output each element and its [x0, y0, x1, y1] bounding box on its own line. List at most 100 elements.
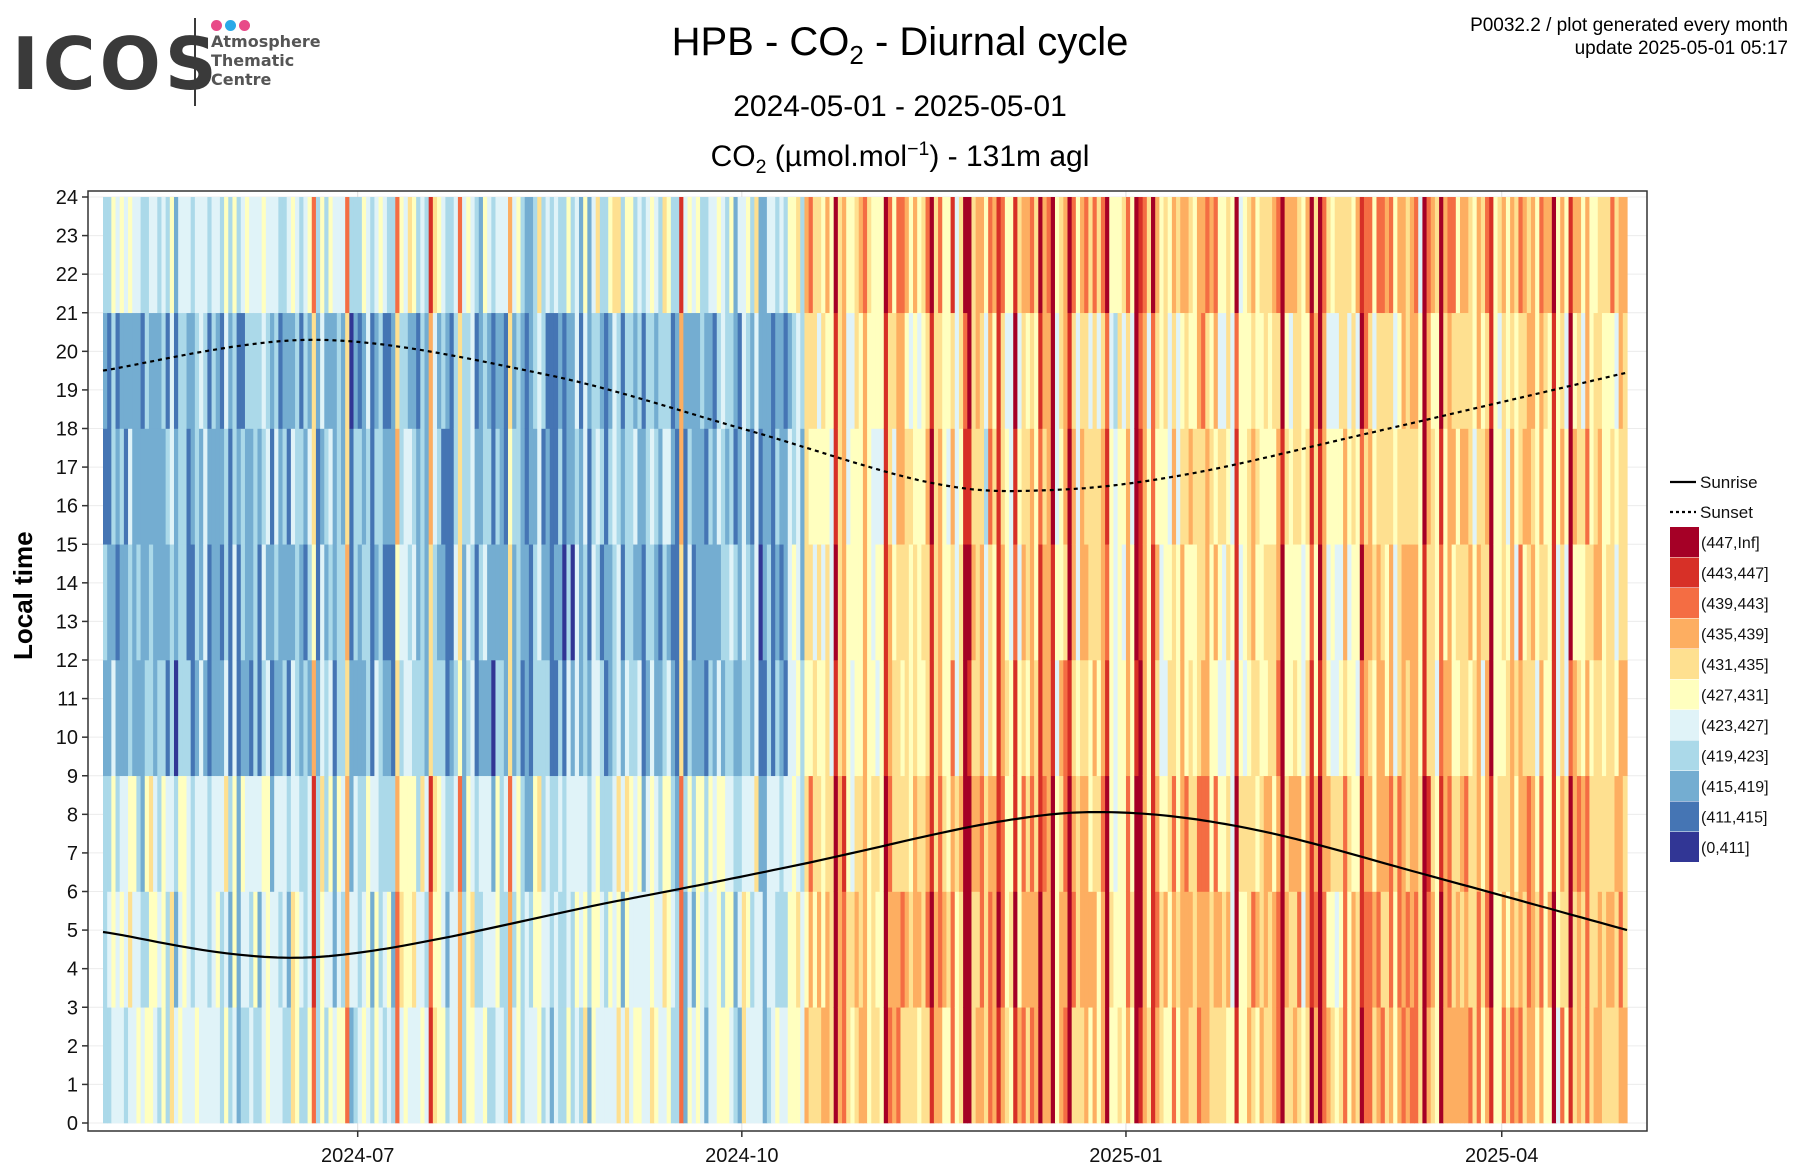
heat-cell: [290, 544, 296, 661]
heat-cell: [1151, 312, 1156, 429]
heat-cell: [1226, 891, 1231, 1008]
heat-cell: [662, 1007, 668, 1124]
heat-cell: [984, 544, 989, 661]
heat-cell: [1539, 660, 1545, 777]
heat-cell: [1593, 312, 1599, 429]
heat-cell: [186, 544, 192, 661]
heat-cell: [837, 544, 843, 661]
legend-label: (443,447]: [1701, 566, 1769, 583]
heat-cell: [700, 428, 705, 545]
heat-cell: [988, 197, 993, 314]
heat-cell: [1100, 544, 1106, 661]
heat-cell: [107, 544, 112, 661]
heat-cell: [1497, 891, 1503, 1008]
heat-cell: [604, 660, 609, 777]
heat-cell: [1451, 312, 1457, 429]
heat-cell: [240, 312, 246, 429]
heat-cell: [382, 775, 388, 892]
heat-cell: [286, 544, 292, 661]
heat-cell: [1046, 312, 1052, 429]
heat-cell: [1000, 775, 1006, 892]
heat-cell: [837, 891, 843, 1008]
heat-cell: [1363, 1007, 1369, 1124]
heat-cell: [583, 891, 588, 1008]
heat-cell: [1480, 660, 1486, 777]
heat-cell: [1560, 1007, 1565, 1124]
heat-cell: [1084, 197, 1089, 314]
heat-cell: [203, 197, 208, 314]
heat-cell: [286, 775, 292, 892]
heat-cell: [691, 775, 697, 892]
heat-cell: [1443, 1007, 1449, 1124]
heat-cell: [1142, 428, 1148, 545]
heat-cell: [620, 891, 626, 1008]
heat-cell: [633, 891, 639, 1008]
heat-cell: [324, 544, 330, 661]
heat-cell: [812, 544, 818, 661]
heat-cell: [1418, 428, 1424, 545]
heat-cell: [533, 660, 538, 777]
heat-cell: [979, 312, 985, 429]
heat-cell: [1426, 891, 1432, 1008]
heat-cell: [1556, 1007, 1561, 1124]
heat-cell: [1618, 197, 1624, 314]
heat-cell: [975, 428, 981, 545]
heat-cell: [842, 1007, 847, 1124]
heat-cell: [666, 197, 672, 314]
heat-cell: [1497, 660, 1503, 777]
heat-cell: [1297, 544, 1302, 661]
heat-cell: [883, 775, 889, 892]
heat-cell: [1309, 660, 1315, 777]
heat-cell: [700, 660, 705, 777]
heat-cell: [491, 660, 497, 777]
heat-cell: [311, 197, 317, 314]
heat-cell: [892, 1007, 897, 1124]
heat-cell: [896, 428, 902, 545]
heat-cell: [1322, 544, 1327, 661]
heat-cell: [1242, 775, 1248, 892]
heat-cell: [1176, 891, 1181, 1008]
heat-cell: [207, 660, 213, 777]
heat-cell: [791, 660, 797, 777]
heat-cell: [791, 197, 797, 314]
heat-cell: [470, 660, 476, 777]
heat-cell: [1581, 312, 1586, 429]
heat-cell: [528, 544, 534, 661]
heat-cell: [900, 544, 906, 661]
heat-cell: [754, 775, 760, 892]
heat-cell: [1267, 197, 1273, 314]
heat-cell: [675, 544, 680, 661]
heat-cell: [587, 660, 593, 777]
heat-cell: [800, 891, 806, 1008]
heat-cell: [921, 1007, 927, 1124]
heat-cell: [1054, 775, 1060, 892]
heat-cell: [1351, 1007, 1357, 1124]
heat-cell: [1451, 428, 1457, 545]
y-tick-label: 6: [67, 882, 78, 904]
heat-cell: [1551, 1007, 1557, 1124]
heat-cell: [766, 1007, 772, 1124]
heat-cell: [499, 312, 505, 429]
heat-cell: [1192, 660, 1198, 777]
heat-cell: [1105, 544, 1110, 661]
heat-cell: [144, 775, 150, 892]
heat-cell: [654, 428, 659, 545]
heat-cell: [1443, 775, 1449, 892]
heat-cell: [215, 428, 221, 545]
heat-cell: [1576, 775, 1582, 892]
heat-cell: [1514, 197, 1520, 314]
heat-cell: [1593, 544, 1599, 661]
heat-cell: [303, 312, 309, 429]
heat-cell: [186, 428, 192, 545]
heat-cell: [1117, 428, 1123, 545]
heat-cell: [382, 428, 388, 545]
heat-cell: [178, 312, 183, 429]
heat-cell: [1539, 1007, 1545, 1124]
heat-cell: [1614, 428, 1620, 545]
heat-cell: [1564, 312, 1570, 429]
heat-cell: [478, 1007, 484, 1124]
heat-cell: [111, 1007, 117, 1124]
heat-cell: [495, 1007, 501, 1124]
heat-cell: [984, 1007, 989, 1124]
heat-cell: [938, 544, 943, 661]
